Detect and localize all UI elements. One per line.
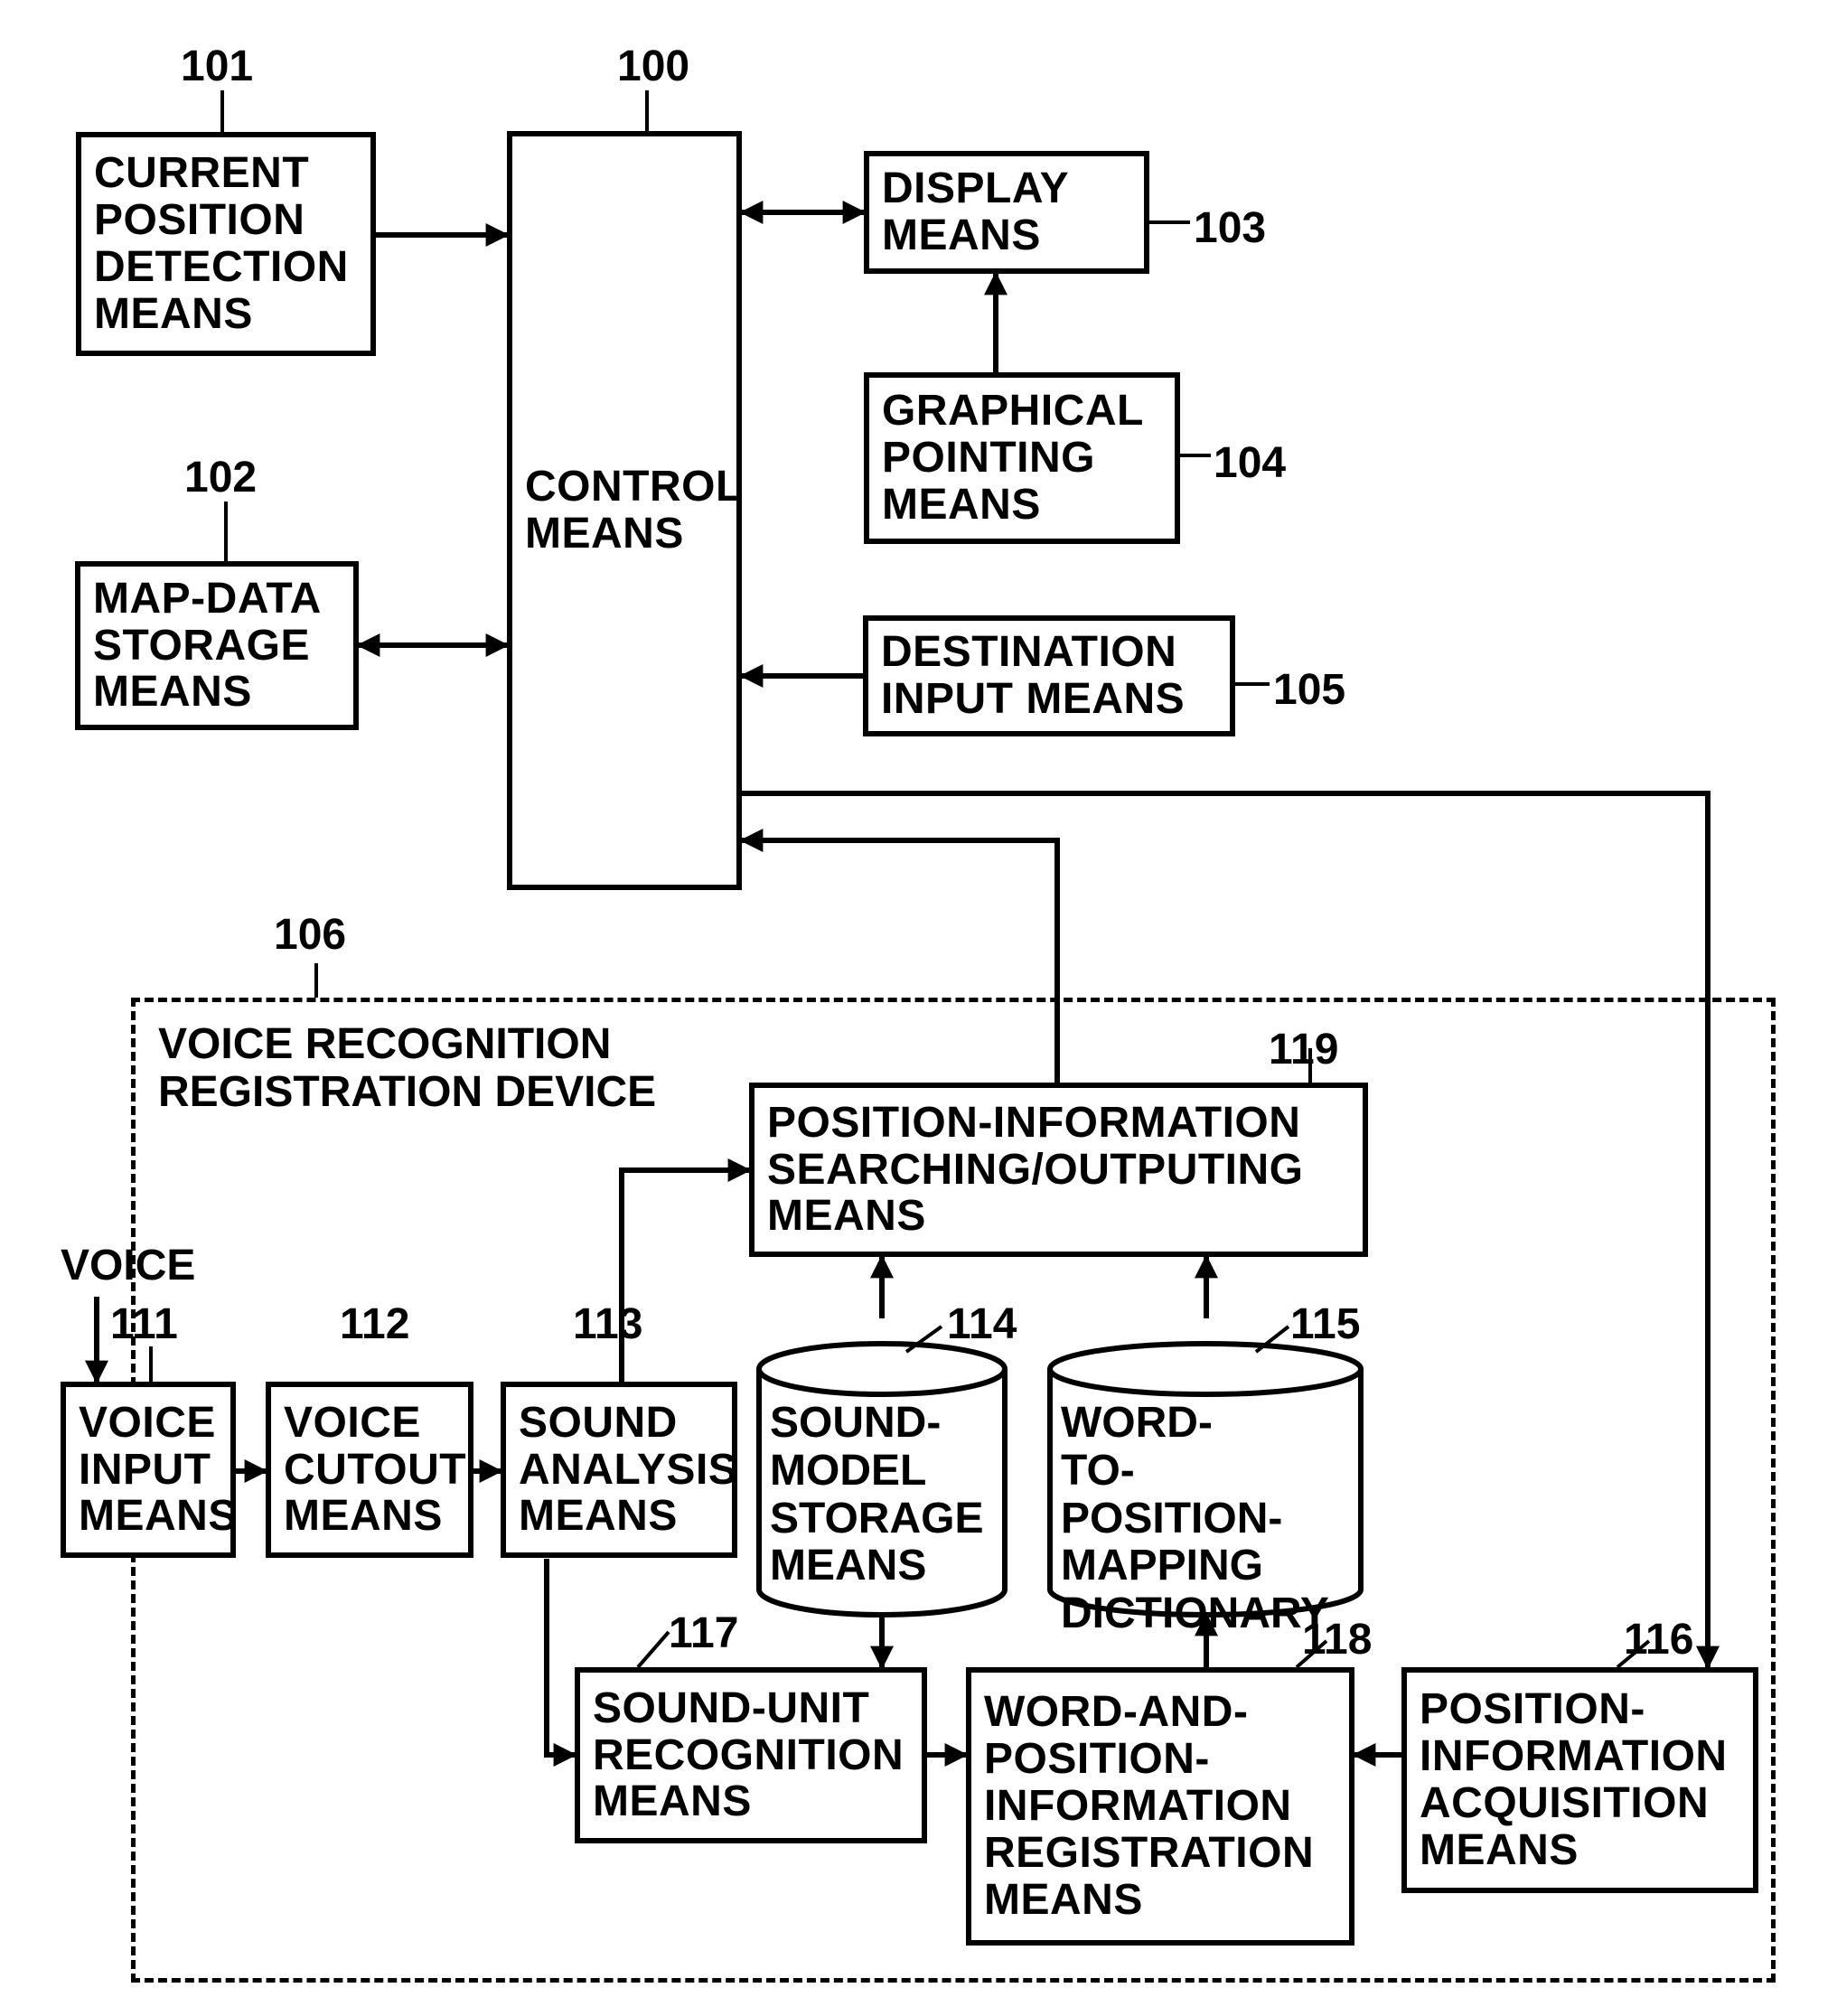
refnum-l113: 113 (573, 1299, 642, 1349)
refnum-l102: 102 (184, 453, 257, 502)
node-label: POSITION-INFORMATION SEARCHING/OUTPUTING… (767, 1100, 1304, 1240)
refnum-l119: 119 (1269, 1025, 1338, 1074)
node-n116: POSITION- INFORMATION ACQUISITION MEANS (1401, 1667, 1758, 1893)
refnum-l114: 114 (947, 1299, 1017, 1349)
node-n105: DESTINATION INPUT MEANS (863, 615, 1235, 736)
node-n117: SOUND-UNIT RECOGNITION MEANS (575, 1667, 927, 1843)
refnum-l116: 116 (1624, 1615, 1693, 1664)
node-label: WORD-AND- POSITION- INFORMATION REGISTRA… (984, 1689, 1314, 1923)
refnum-l103: 103 (1194, 203, 1266, 253)
refnum-l101: 101 (181, 42, 253, 91)
node-n112: VOICE CUTOUT MEANS (266, 1382, 473, 1558)
node-label: DISPLAY MEANS (882, 165, 1069, 259)
refnum-l117: 117 (669, 1608, 738, 1658)
node-label: SOUND ANALYSIS MEANS (519, 1400, 737, 1540)
node-label: DESTINATION INPUT MEANS (881, 629, 1185, 723)
node-label: CURRENT POSITION DETECTION MEANS (94, 150, 349, 337)
refnum-l104: 104 (1214, 438, 1286, 488)
refnum-l115: 115 (1290, 1299, 1360, 1349)
refnum-l106: 106 (274, 910, 346, 960)
node-label: POSITION- INFORMATION ACQUISITION MEANS (1420, 1686, 1728, 1873)
node-n111: VOICE INPUT MEANS (61, 1382, 236, 1558)
text-vrTitle: VOICE RECOGNITION REGISTRATION DEVICE (158, 1021, 656, 1117)
refnum-l112: 112 (340, 1299, 409, 1349)
refnum-l111: 111 (110, 1299, 178, 1349)
node-label: GRAPHICAL POINTING MEANS (882, 388, 1144, 528)
node-label: MAP-DATA STORAGE MEANS (93, 576, 322, 716)
cylinder-label-c114: SOUND- MODEL STORAGE MEANS (770, 1400, 998, 1590)
node-label: VOICE CUTOUT MEANS (284, 1400, 466, 1540)
node-label: VOICE INPUT MEANS (79, 1400, 238, 1540)
diagram-canvas: CURRENT POSITION DETECTION MEANS MAP-DATA… (0, 0, 1837, 2016)
refnum-l118: 118 (1302, 1615, 1372, 1664)
refnum-l105: 105 (1273, 665, 1345, 715)
cylinder-label-c115: WORD- TO-POSITION- MAPPING DICTIONARY (1061, 1400, 1354, 1638)
node-n113: SOUND ANALYSIS MEANS (501, 1382, 737, 1558)
node-n101: CURRENT POSITION DETECTION MEANS (76, 132, 376, 356)
node-label: SOUND-UNIT RECOGNITION MEANS (593, 1685, 904, 1825)
node-n104: GRAPHICAL POINTING MEANS (864, 372, 1180, 544)
node-label: CONTROL MEANS (525, 464, 743, 558)
refnum-l100: 100 (617, 42, 689, 91)
node-n119: POSITION-INFORMATION SEARCHING/OUTPUTING… (749, 1083, 1368, 1257)
text-voice: VOICE (61, 1242, 195, 1290)
node-n100: CONTROL MEANS (507, 131, 742, 890)
node-n102: MAP-DATA STORAGE MEANS (75, 561, 359, 730)
node-n103: DISPLAY MEANS (864, 151, 1149, 274)
node-n118: WORD-AND- POSITION- INFORMATION REGISTRA… (966, 1667, 1354, 1946)
